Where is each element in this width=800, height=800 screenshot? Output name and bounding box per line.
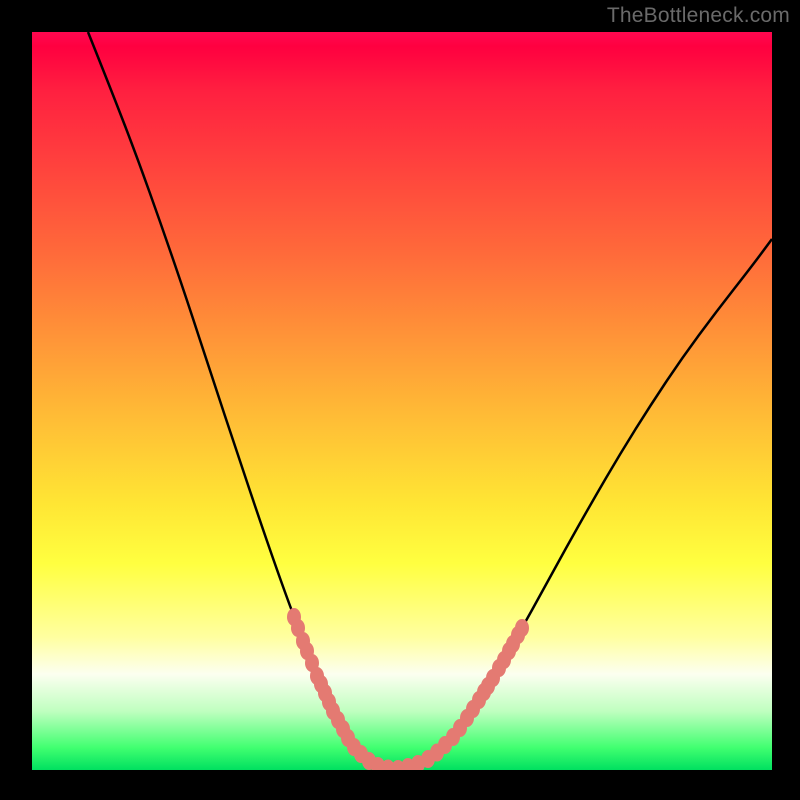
overlay-svg (32, 32, 772, 770)
watermark-text: TheBottleneck.com (607, 4, 790, 28)
markers-group (287, 608, 529, 770)
bottleneck-curve (88, 32, 772, 770)
marker-dot (515, 619, 529, 637)
